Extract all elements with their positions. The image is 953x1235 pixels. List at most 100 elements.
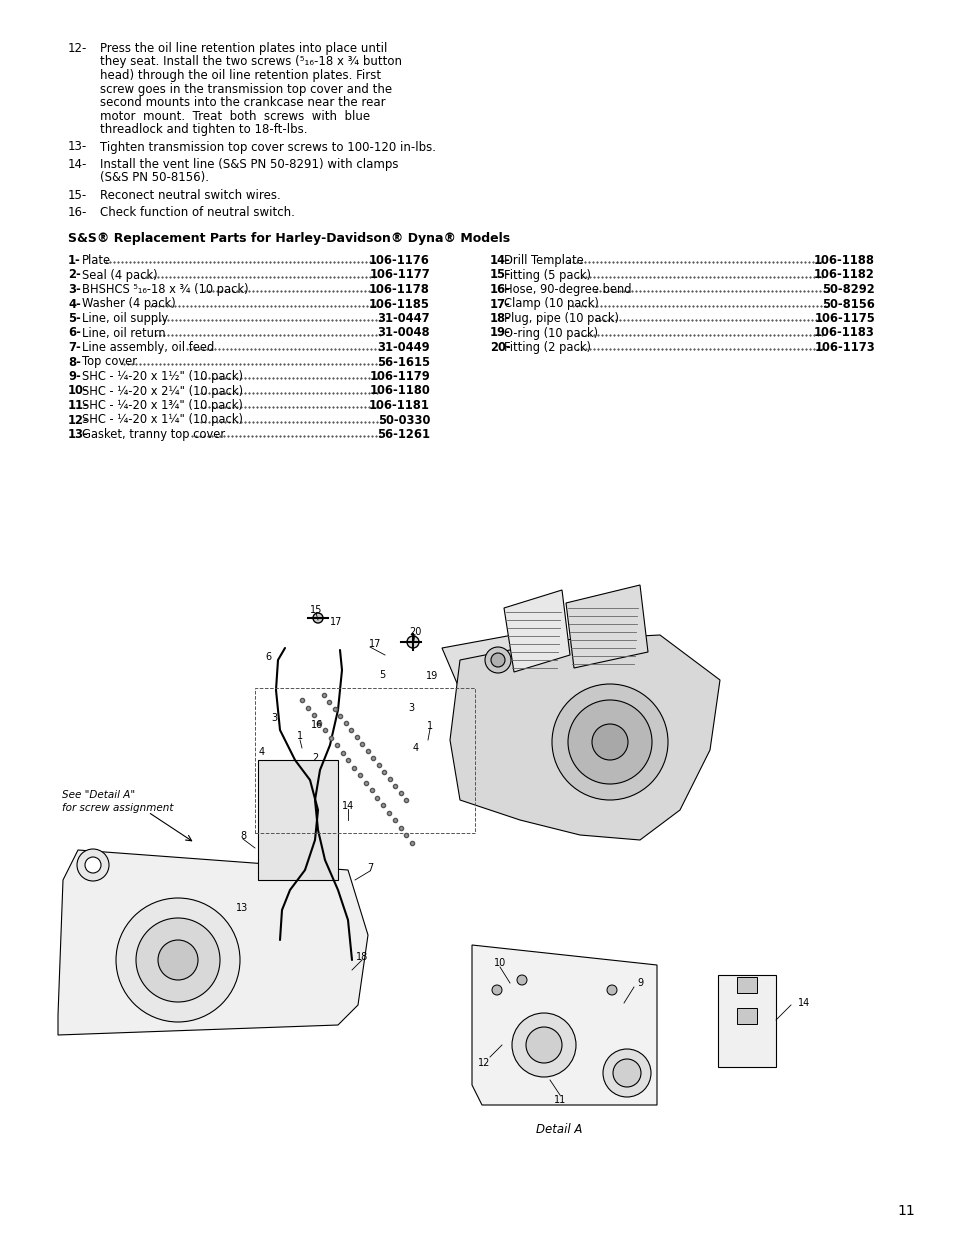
- Text: Washer (4 pack): Washer (4 pack): [82, 298, 175, 310]
- Text: 106-1176: 106-1176: [369, 254, 430, 267]
- Text: 13-: 13-: [68, 429, 89, 441]
- Text: Seal (4 pack): Seal (4 pack): [82, 268, 157, 282]
- Text: 56-1615: 56-1615: [376, 356, 430, 368]
- Text: 6: 6: [265, 652, 271, 662]
- Text: 106-1182: 106-1182: [813, 268, 874, 282]
- Text: 14: 14: [341, 802, 354, 811]
- Circle shape: [484, 647, 511, 673]
- Text: 106-1188: 106-1188: [813, 254, 874, 267]
- Bar: [254, 688, 475, 832]
- Polygon shape: [58, 850, 368, 1035]
- Text: 12: 12: [477, 1058, 490, 1068]
- Circle shape: [313, 613, 323, 622]
- Text: motor  mount.  Treat  both  screws  with  blue: motor mount. Treat both screws with blue: [100, 110, 370, 122]
- Text: Drill Template: Drill Template: [503, 254, 583, 267]
- Text: Hose, 90-degree bend: Hose, 90-degree bend: [503, 283, 631, 296]
- Text: 12-: 12-: [68, 42, 88, 56]
- Text: 106-1183: 106-1183: [813, 326, 874, 340]
- Text: BHSHCS ⁵₁₆-18 x ¾ (10 pack): BHSHCS ⁵₁₆-18 x ¾ (10 pack): [82, 283, 249, 296]
- Text: SHC - ¼-20 x 1½" (10 pack): SHC - ¼-20 x 1½" (10 pack): [82, 370, 243, 383]
- Text: 5-: 5-: [68, 312, 81, 325]
- Text: 8: 8: [240, 831, 246, 841]
- Circle shape: [77, 848, 109, 881]
- Text: Install the vent line (S&S PN 50-8291) with clamps: Install the vent line (S&S PN 50-8291) w…: [100, 158, 398, 170]
- Text: Fitting (5 pack): Fitting (5 pack): [503, 268, 590, 282]
- Bar: [718, 974, 775, 1067]
- Text: 5: 5: [378, 671, 385, 680]
- Text: 2: 2: [312, 753, 317, 763]
- Text: Line, oil return: Line, oil return: [82, 326, 166, 340]
- Text: 2-: 2-: [68, 268, 81, 282]
- Text: 17-: 17-: [490, 298, 510, 310]
- Text: 7-: 7-: [68, 341, 81, 354]
- Text: 14-: 14-: [490, 254, 510, 267]
- Polygon shape: [565, 585, 647, 668]
- Text: 15: 15: [310, 605, 322, 615]
- Text: 106-1179: 106-1179: [369, 370, 430, 383]
- Text: 31-0447: 31-0447: [377, 312, 430, 325]
- Text: they seat. Install the two screws (⁵₁₆-18 x ¾ button: they seat. Install the two screws (⁵₁₆-1…: [100, 56, 401, 68]
- Circle shape: [552, 684, 667, 800]
- Text: 10-: 10-: [68, 384, 89, 398]
- Text: 1-: 1-: [68, 254, 81, 267]
- Bar: [737, 1008, 757, 1024]
- Text: 17: 17: [330, 618, 342, 627]
- Circle shape: [525, 1028, 561, 1063]
- Circle shape: [517, 974, 526, 986]
- Circle shape: [158, 940, 198, 981]
- Text: 19-: 19-: [490, 326, 510, 340]
- Text: O-ring (10 pack): O-ring (10 pack): [503, 326, 598, 340]
- Text: 8-: 8-: [68, 356, 81, 368]
- Text: Check function of neutral switch.: Check function of neutral switch.: [100, 206, 294, 220]
- Text: 4: 4: [258, 747, 265, 757]
- Text: Fitting (2 pack): Fitting (2 pack): [503, 341, 590, 354]
- Text: 106-1181: 106-1181: [369, 399, 430, 412]
- Text: SHC - ¼-20 x 2¼" (10 pack): SHC - ¼-20 x 2¼" (10 pack): [82, 384, 243, 398]
- Circle shape: [491, 653, 504, 667]
- Text: 11: 11: [897, 1204, 914, 1218]
- Text: second mounts into the crankcase near the rear: second mounts into the crankcase near th…: [100, 96, 385, 109]
- Text: Top cover: Top cover: [82, 356, 137, 368]
- Text: S&S® Replacement Parts for Harley-Davidson® Dyna® Models: S&S® Replacement Parts for Harley-Davids…: [68, 232, 510, 245]
- Text: 4: 4: [413, 743, 418, 753]
- Text: 20: 20: [409, 627, 420, 637]
- Text: SHC - ¼-20 x 1¾" (10 pack): SHC - ¼-20 x 1¾" (10 pack): [82, 399, 243, 412]
- Text: Press the oil line retention plates into place until: Press the oil line retention plates into…: [100, 42, 387, 56]
- Circle shape: [567, 700, 651, 784]
- Bar: [737, 977, 757, 993]
- Text: 31-0048: 31-0048: [377, 326, 430, 340]
- Circle shape: [602, 1049, 650, 1097]
- Text: 20-: 20-: [490, 341, 510, 354]
- Text: 12-: 12-: [68, 414, 89, 426]
- Text: 106-1185: 106-1185: [369, 298, 430, 310]
- Polygon shape: [503, 590, 569, 672]
- Text: 10: 10: [494, 958, 506, 968]
- Text: Detail A: Detail A: [536, 1123, 581, 1136]
- Text: 56-1261: 56-1261: [376, 429, 430, 441]
- Text: 106-1175: 106-1175: [814, 312, 874, 325]
- Text: 19: 19: [425, 671, 437, 680]
- Text: 31-0449: 31-0449: [377, 341, 430, 354]
- Text: 9-: 9-: [68, 370, 81, 383]
- Circle shape: [116, 898, 240, 1023]
- Text: 50-8156: 50-8156: [821, 298, 874, 310]
- Circle shape: [512, 1013, 576, 1077]
- Text: 16: 16: [311, 720, 323, 730]
- Text: 106-1180: 106-1180: [369, 384, 430, 398]
- Circle shape: [85, 857, 101, 873]
- Text: Plate: Plate: [82, 254, 111, 267]
- Polygon shape: [450, 635, 720, 840]
- Text: 3: 3: [271, 713, 276, 722]
- Text: 14-: 14-: [68, 158, 88, 170]
- Text: 17: 17: [369, 638, 381, 650]
- Text: 4-: 4-: [68, 298, 81, 310]
- Text: 1: 1: [427, 721, 433, 731]
- Text: 106-1173: 106-1173: [814, 341, 874, 354]
- Circle shape: [606, 986, 617, 995]
- Text: 15-: 15-: [68, 189, 87, 203]
- Text: 50-8292: 50-8292: [821, 283, 874, 296]
- Text: 16-: 16-: [490, 283, 511, 296]
- Text: 3: 3: [408, 703, 414, 713]
- Text: 11: 11: [554, 1095, 565, 1105]
- Text: 18: 18: [355, 952, 368, 962]
